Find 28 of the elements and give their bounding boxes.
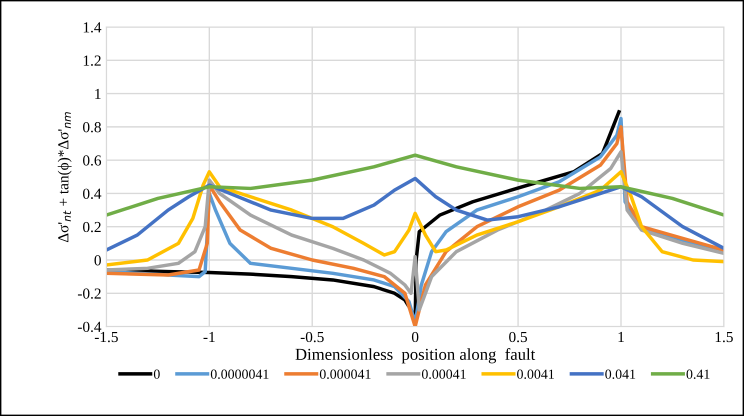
x-tick-label: -1 — [204, 332, 215, 342]
legend-label: 0.041 — [605, 370, 636, 379]
y-tick-label: 1.4 — [84, 22, 102, 33]
y-tick-label: -0.2 — [78, 288, 101, 299]
y-axis-title: Δσ'$_{nt}$ + tan(ϕ)*Δσ'$_{nm}$ — [58, 112, 72, 242]
legend-label: 0.41 — [686, 370, 710, 379]
x-tick-label: 1 — [618, 332, 624, 342]
y-tick-label: -0.4 — [78, 322, 102, 332]
legend-label: 0.00041 — [422, 370, 466, 379]
x-tick-label: 0.5 — [509, 332, 528, 342]
legend-label: 0 — [154, 370, 160, 379]
y-tick-label: 0 — [94, 255, 101, 266]
line-series — [106, 153, 724, 217]
legend-label: 0.0000041 — [210, 370, 268, 379]
y-tick-label: 1 — [95, 88, 101, 99]
line-series — [106, 176, 724, 252]
y-tick-label: 0.2 — [83, 222, 101, 232]
y-tick-label: 0.4 — [83, 188, 102, 199]
legend-label: 0.0041 — [517, 370, 554, 379]
y-tick-label: 0.6 — [83, 155, 102, 166]
y-tick-label: 0.8 — [83, 122, 101, 132]
x-tick-label: 0 — [412, 332, 418, 342]
x-axis-title: Dimensionless position along fault — [296, 348, 536, 364]
y-tick-label: 1.2 — [84, 56, 101, 66]
x-tick-label: 1.5 — [716, 332, 733, 342]
legend-label: 0.000041 — [320, 370, 371, 379]
x-tick-label: -1.5 — [94, 332, 118, 342]
x-tick-label: -0.5 — [300, 332, 324, 342]
